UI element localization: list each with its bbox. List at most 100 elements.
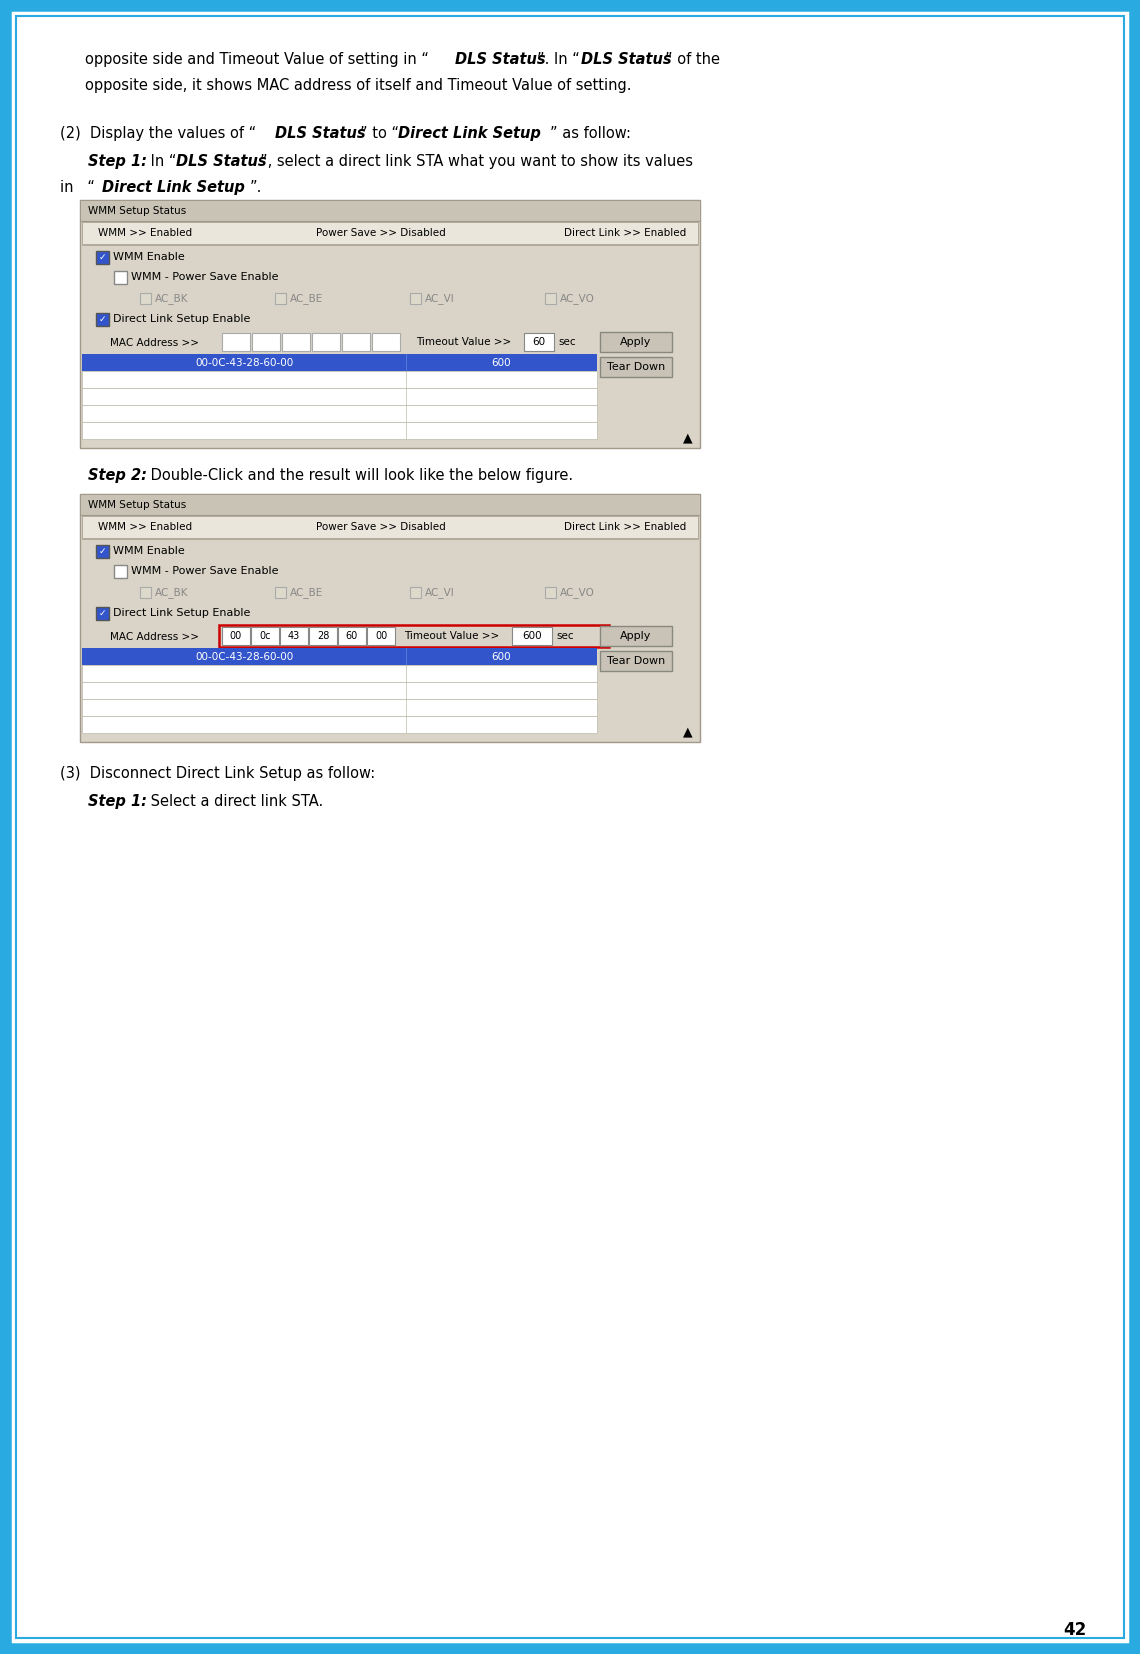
Bar [275,293,286,304]
Text: AC_VI: AC_VI [425,293,455,304]
Text: 60: 60 [345,630,358,642]
Bar [80,200,700,448]
Text: Direct Link Setup Enable: Direct Link Setup Enable [113,609,251,619]
Bar [280,627,308,645]
Bar [252,332,280,351]
Text: 00-0C-43-28-60-00: 00-0C-43-28-60-00 [195,357,293,367]
Text: WMM - Power Save Enable: WMM - Power Save Enable [131,273,278,283]
Bar [600,625,671,647]
Bar [82,716,597,733]
Bar [222,332,250,351]
Text: WMM Setup Status: WMM Setup Status [88,500,186,509]
Text: AC_BK: AC_BK [155,587,188,599]
Bar [410,293,421,304]
Bar [512,627,552,645]
Text: 43: 43 [288,630,300,642]
Text: AC_VO: AC_VO [560,293,595,304]
Text: 600: 600 [491,357,512,367]
Bar [82,222,698,245]
Bar [96,607,109,620]
Text: Direct Link >> Enabled: Direct Link >> Enabled [564,228,686,238]
Text: ” of the: ” of the [665,51,720,68]
Text: ” to “: ” to “ [360,126,399,141]
Text: Step 2:: Step 2: [88,468,147,483]
Text: ✓: ✓ [99,547,106,556]
Text: Tear Down: Tear Down [606,362,665,372]
Bar [222,627,250,645]
Text: Direct Link Setup Enable: Direct Link Setup Enable [113,314,251,324]
Text: AC_BE: AC_BE [290,293,324,304]
Text: WMM Setup Status: WMM Setup Status [88,207,186,217]
Bar [600,332,671,352]
Text: Timeout Value >>: Timeout Value >> [404,630,499,642]
Bar [82,681,597,700]
Text: In “: In “ [146,154,177,169]
Text: opposite side and Timeout Value of setting in “: opposite side and Timeout Value of setti… [86,51,429,68]
Text: in   “: in “ [60,180,95,195]
Text: Step 1:: Step 1: [88,154,147,169]
Text: Direct Link Setup: Direct Link Setup [101,180,245,195]
Bar [545,293,556,304]
Text: ✓: ✓ [99,314,106,324]
Text: ▲: ▲ [683,726,693,738]
Text: WMM Enable: WMM Enable [113,546,185,556]
Bar [372,332,400,351]
Bar [81,202,699,222]
Text: sec: sec [556,630,573,642]
Text: Direct Link >> Enabled: Direct Link >> Enabled [564,523,686,533]
Text: 42: 42 [1064,1621,1086,1639]
Bar [96,546,109,557]
Bar [80,495,700,743]
Text: AC_BK: AC_BK [155,293,188,304]
Text: Apply: Apply [620,630,652,642]
Bar [367,627,394,645]
Bar [600,652,671,672]
Text: DLS Status: DLS Status [455,51,546,68]
Text: DLS Status: DLS Status [581,51,671,68]
Text: 00: 00 [230,630,242,642]
Text: ”.: ”. [250,180,262,195]
Bar [96,313,109,326]
Text: (2)  Display the values of “: (2) Display the values of “ [60,126,256,141]
Text: opposite side, it shows MAC address of itself and Timeout Value of setting.: opposite side, it shows MAC address of i… [86,78,632,93]
Bar [140,293,150,304]
Text: (3)  Disconnect Direct Link Setup as follow:: (3) Disconnect Direct Link Setup as foll… [60,766,375,781]
Bar [219,625,609,647]
Text: ” as follow:: ” as follow: [549,126,632,141]
Text: MAC Address >>: MAC Address >> [109,337,200,347]
Bar [410,587,421,599]
Text: ▲: ▲ [683,432,693,445]
Text: 600: 600 [522,630,542,642]
Bar [81,495,699,514]
Bar [82,648,597,665]
Text: DLS Status: DLS Status [275,126,366,141]
Text: ✓: ✓ [99,253,106,261]
Text: Apply: Apply [620,337,652,347]
Bar [82,370,597,389]
Text: 00-0C-43-28-60-00: 00-0C-43-28-60-00 [195,652,293,662]
Text: Power Save >> Disabled: Power Save >> Disabled [316,228,446,238]
Text: AC_BE: AC_BE [290,587,324,599]
Bar [82,665,597,681]
Text: Power Save >> Disabled: Power Save >> Disabled [316,523,446,533]
Text: 60: 60 [532,337,546,347]
Bar [312,332,340,351]
Bar [524,332,554,351]
Text: Double-Click and the result will look like the below figure.: Double-Click and the result will look li… [146,468,573,483]
Text: Direct Link Setup: Direct Link Setup [398,126,540,141]
Bar [337,627,366,645]
Bar [82,354,597,370]
Text: Select a direct link STA.: Select a direct link STA. [146,794,324,809]
Bar [82,405,597,422]
Text: ”, select a direct link STA what you want to show its values: ”, select a direct link STA what you wan… [260,154,693,169]
Text: 600: 600 [491,652,512,662]
Text: WMM Enable: WMM Enable [113,253,185,263]
Bar [140,587,150,599]
Bar [96,251,109,265]
Text: Tear Down: Tear Down [606,657,665,667]
Bar [114,566,127,577]
Text: ✓: ✓ [99,609,106,619]
Bar [600,357,671,377]
Bar [275,587,286,599]
Bar [251,627,279,645]
